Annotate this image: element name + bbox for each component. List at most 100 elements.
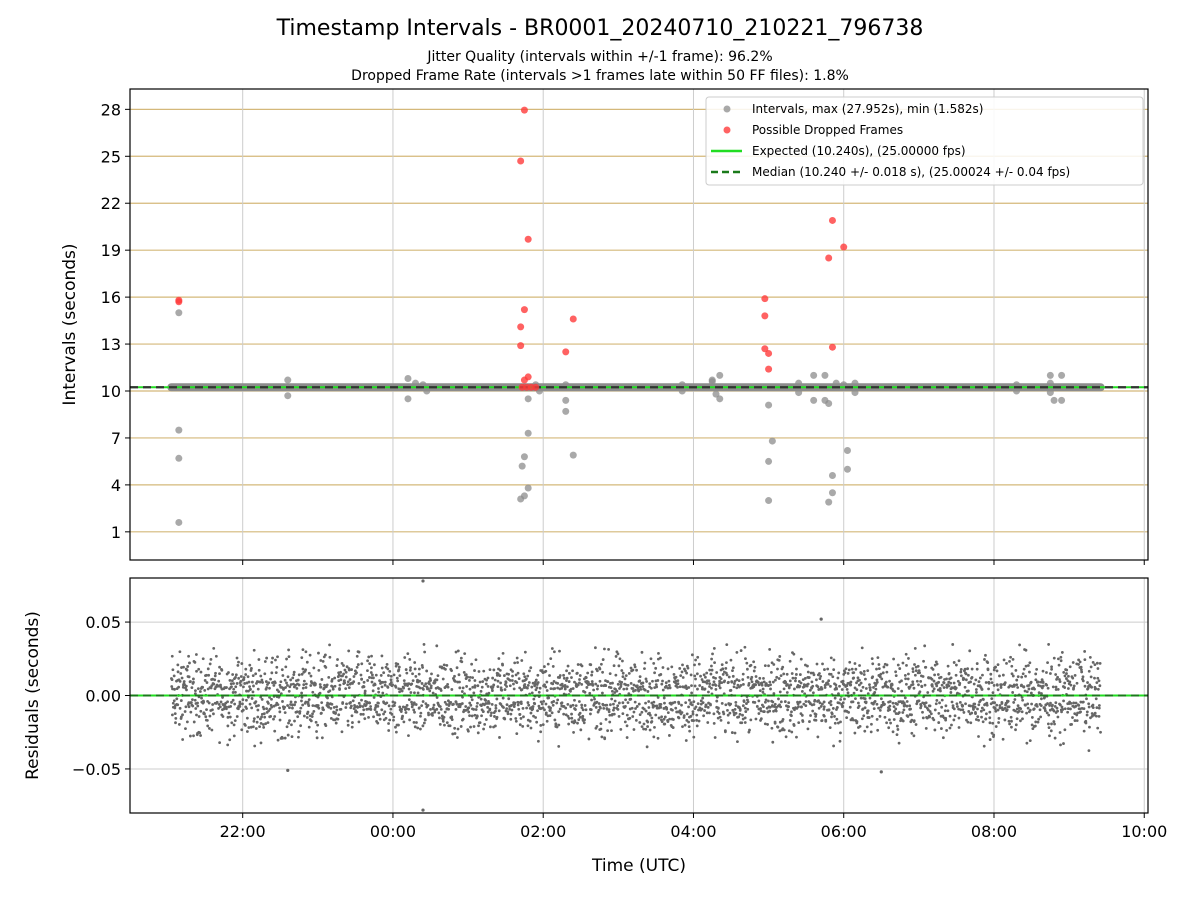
residual-point — [735, 686, 739, 690]
residual-point — [518, 723, 522, 727]
residual-point — [172, 674, 176, 678]
residual-point — [697, 662, 701, 666]
residual-point — [764, 682, 768, 685]
residual-point — [1095, 706, 1099, 710]
residual-point — [235, 656, 239, 660]
dropped-frame-point — [520, 106, 528, 114]
residual-point — [566, 664, 570, 668]
residual-point — [952, 707, 956, 711]
residual-point — [696, 687, 699, 691]
residual-point — [881, 671, 885, 675]
residual-point — [484, 682, 488, 686]
residual-point — [743, 706, 747, 710]
residual-point — [989, 672, 993, 676]
residual-point — [889, 721, 892, 725]
residual-point — [378, 713, 381, 717]
residual-point — [307, 725, 311, 729]
residual-point — [1065, 677, 1068, 680]
residual-point — [250, 697, 254, 700]
residual-point — [536, 681, 540, 684]
residual-point — [560, 701, 564, 705]
residual-point — [431, 706, 435, 710]
residual-point — [1088, 656, 1092, 659]
residual-point — [870, 722, 873, 726]
residual-point — [1077, 703, 1081, 707]
residual-point — [952, 718, 956, 722]
residual-point — [551, 682, 555, 686]
y-tick-label: 19 — [101, 241, 121, 260]
residual-point — [348, 678, 352, 681]
residual-point — [256, 687, 260, 691]
residual-point — [197, 715, 201, 718]
residual-point — [234, 676, 237, 679]
residual-point — [1077, 658, 1080, 662]
y-tick-label: 28 — [101, 100, 121, 119]
residual-point — [631, 715, 635, 718]
residual-point — [419, 714, 422, 718]
residual-point — [486, 676, 490, 680]
residual-point — [1062, 699, 1065, 703]
residual-point — [306, 710, 310, 714]
residual-point — [1096, 726, 1100, 730]
residual-point — [690, 691, 694, 695]
residual-point — [660, 682, 664, 686]
residual-point — [557, 723, 561, 727]
residual-point — [788, 679, 792, 683]
residual-point — [1095, 681, 1099, 685]
residual-point — [755, 705, 759, 708]
residual-point — [194, 653, 198, 656]
interval-point — [843, 465, 851, 473]
residual-point — [777, 677, 781, 680]
residual-point — [1099, 730, 1102, 734]
residual-point — [854, 667, 858, 671]
residual-point — [589, 712, 592, 716]
residual-point — [355, 671, 358, 675]
residual-point — [959, 674, 963, 678]
residual-point — [685, 712, 689, 716]
residual-point — [654, 713, 658, 717]
residual-point — [788, 659, 792, 663]
residual-point — [833, 721, 837, 725]
x-tick-label: 06:00 — [821, 822, 867, 841]
residual-point — [733, 731, 737, 735]
legend-dropped-marker — [723, 126, 731, 134]
residual-point — [1049, 729, 1053, 733]
residual-point — [875, 680, 879, 684]
residual-point — [595, 700, 599, 704]
residual-point — [707, 690, 710, 694]
residual-point — [183, 710, 187, 713]
residual-point — [862, 670, 866, 673]
residual-point — [664, 684, 668, 688]
residual-point — [394, 730, 398, 734]
residual-point — [657, 651, 660, 655]
residual-point — [231, 691, 235, 694]
residual-point — [1060, 705, 1064, 709]
residual-point — [885, 663, 889, 667]
residual-point — [612, 712, 616, 716]
residual-point — [208, 714, 212, 718]
residual-point — [609, 681, 612, 685]
residual-point — [979, 676, 982, 680]
residual-point — [418, 686, 422, 690]
residual-point — [578, 711, 582, 715]
residual-point — [525, 706, 529, 710]
legend: Intervals, max (27.952s), min (1.582s)Po… — [705, 96, 1144, 186]
residual-point — [875, 667, 878, 671]
residual-point — [193, 698, 197, 702]
residual-point — [406, 652, 410, 656]
residual-point — [1096, 667, 1100, 670]
residual-point — [986, 661, 990, 664]
residual-point — [817, 706, 821, 710]
residual-point — [421, 666, 424, 669]
residual-point — [947, 684, 951, 688]
residual-point — [357, 720, 361, 724]
residual-point — [521, 724, 525, 728]
residual-point — [892, 657, 896, 661]
residual-point — [287, 655, 291, 658]
residual-point — [626, 701, 630, 705]
residual-point — [284, 686, 287, 689]
residual-point — [1063, 707, 1067, 711]
residual-point — [999, 686, 1003, 689]
residual-point — [273, 729, 277, 733]
